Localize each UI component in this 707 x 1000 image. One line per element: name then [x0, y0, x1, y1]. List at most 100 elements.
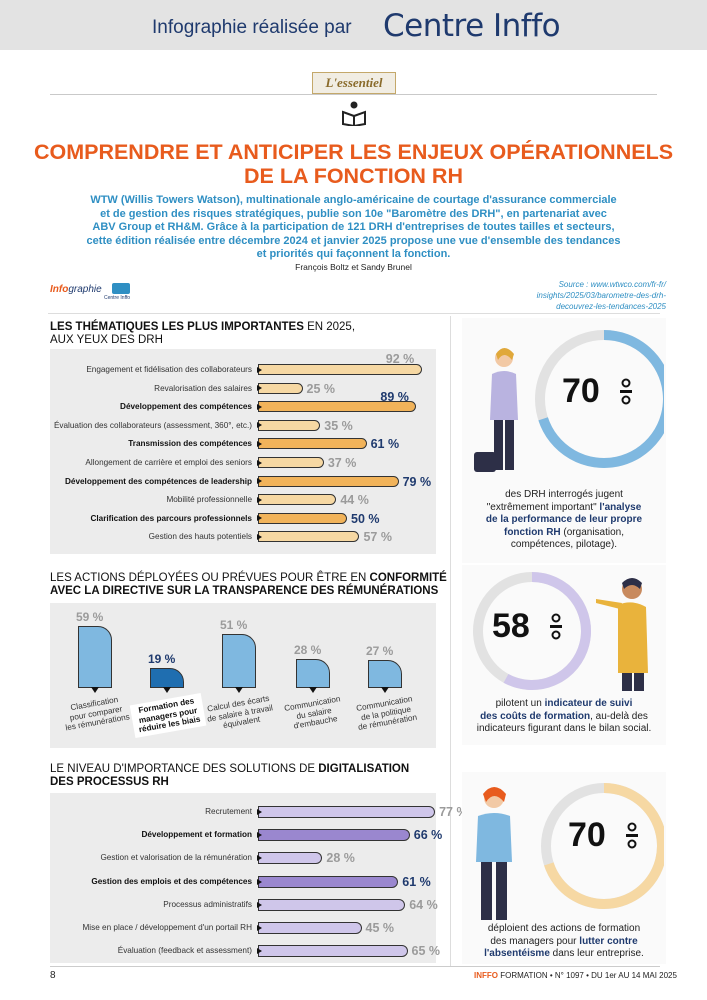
stat1-caption-box: des DRH interrogés jugent "extrêmement i… [462, 481, 666, 563]
bar [258, 531, 360, 543]
value-label: 44 % [340, 493, 369, 508]
stat3-line-bold: lutter contre [579, 935, 638, 947]
page-title: COMPRENDRE ET ANTICIPER LES ENJEUX OPÉRA… [20, 140, 687, 188]
chart3-plot: Recrutement 77 % Développement et formatio… [50, 793, 467, 963]
bar [258, 512, 347, 524]
intro-line: et de gestion des risques stratégiques, … [100, 207, 607, 220]
bar-arrow-icon [257, 515, 262, 522]
chart3-title: LE NIVEAU D'IMPORTANCE DES SOLUTIONS DE … [50, 763, 409, 789]
stat1-line-bold: l'analyse [599, 501, 642, 513]
chart1-title-bold: LES THÉMATIQUES LES PLUS IMPORTANTES [50, 321, 304, 333]
infographie-label-1: Info [50, 284, 69, 295]
value-label: 77 % [439, 805, 468, 819]
category-label: Communication de la politique de rémunérat… [348, 693, 424, 734]
chart2-plot: 59 % Classification pour comparer les rémun… [50, 603, 436, 748]
category-label: Mise en place / développement d'un porta… [82, 923, 252, 932]
centre-inffo-small-text: Centre Inffo [104, 295, 131, 301]
man-pointing-illustration [596, 578, 648, 691]
percent-sign-icon [620, 378, 632, 405]
bar-arrow-icon [257, 533, 262, 540]
category-label: Transmission des compétences [128, 439, 252, 449]
value-label: 65 % [411, 944, 441, 959]
bar-arrow-icon [257, 901, 262, 908]
source-line: insights/2025/03/barometre-des-drh- [536, 291, 666, 300]
value-label: 59 % [76, 610, 104, 625]
chart2-title-line2: AVEC LA DIRECTIVE SUR LA TRANSPARENCE DE… [50, 585, 439, 597]
bar [258, 419, 321, 431]
chart3-title-line1: LE NIVEAU D'IMPORTANCE DES SOLUTIONS DE [50, 763, 319, 775]
stat2-value: 58 [492, 607, 530, 645]
bar [258, 494, 337, 506]
chart1-title: LES THÉMATIQUES LES PLUS IMPORTANTES EN … [50, 321, 355, 347]
category-label: Développement et formation [141, 830, 252, 840]
woman-with-bag-illustration [474, 348, 518, 472]
centre-inffo-small-logo [112, 283, 130, 294]
value-label: 35 % [324, 418, 353, 433]
stat1-ring [535, 330, 664, 468]
value-label: 28 % [294, 642, 322, 657]
category-label: Évaluation (feedback et assessment) [117, 946, 252, 956]
category-label: Gestion et valorisation de la rémunérati… [100, 853, 252, 863]
bar [222, 634, 256, 688]
percent-sign-icon [626, 822, 638, 849]
bar-arrow-icon [257, 422, 262, 429]
bar [258, 945, 408, 958]
stat3-value: 70 [568, 816, 606, 854]
value-label: 51 % [220, 618, 248, 633]
bar-arrow-icon [257, 385, 262, 392]
bar [296, 658, 330, 688]
bar-arrow-icon [257, 403, 262, 410]
bar-arrow-icon [257, 366, 262, 373]
category-label: Recrutement [205, 807, 252, 816]
column-divider [450, 316, 451, 966]
category-label: Gestion des hauts potentiels [148, 532, 252, 542]
value-label: 57 % [363, 530, 392, 545]
top-banner: Infographie réalisée par Centre Inffo [0, 0, 707, 50]
publication-info: INFFO FORMATION • N° 1097 • DU 1er AU 14… [474, 971, 677, 980]
value-label: 28 % [326, 851, 355, 866]
stat3-ring [541, 783, 664, 909]
chart2-title-bold: CONFORMITÉ [369, 572, 447, 584]
category-label: Gestion des emplois et des compétences [91, 876, 252, 886]
stat1-line: compétences, pilotage). [510, 539, 618, 550]
bar [258, 898, 406, 911]
bar-arrow-icon [257, 832, 262, 839]
stat3-line: des managers pour [490, 935, 580, 947]
source-line: Source : www.wtwco.com/fr-fr/ [558, 280, 666, 289]
category-label: Processus administratifs [163, 899, 252, 909]
stat2-line: , au-delà des [590, 710, 648, 722]
value-label: 25 % [306, 381, 336, 396]
bar-arrow-icon [257, 440, 262, 447]
intro-paragraph: WTW (Willis Towers Watson), multinationa… [62, 194, 645, 262]
divider [50, 94, 657, 95]
chart2-title: LES ACTIONS DÉPLOYÉES OU PRÉVUES POUR ÊT… [50, 572, 447, 598]
bar [258, 475, 399, 487]
bar-arrow-icon [163, 687, 171, 693]
category-label: Clarification des parcours professionnel… [90, 513, 252, 523]
chart3-title-line2: DES PROCESSUS RH [50, 776, 169, 788]
value-label: 19 % [148, 652, 176, 667]
intro-line: et priorités qui façonnent la fonction. [256, 248, 451, 260]
bar-arrow-icon [257, 459, 262, 466]
brand-logo: Centre Inffo [383, 8, 561, 44]
title-line-1: COMPRENDRE ET ANTICIPER LES ENJEUX OPÉRA… [33, 140, 674, 164]
infographie-logo: Infographie [50, 284, 102, 295]
bar [258, 852, 323, 865]
chart3-title-bold: DIGITALISATION [318, 763, 410, 775]
stat3-line: dans leur entreprise. [549, 948, 644, 959]
bar [368, 659, 402, 688]
chart2-title-line1: LES ACTIONS DÉPLOYÉES OU PRÉVUES POUR ÊT… [50, 572, 370, 584]
divider [48, 313, 660, 314]
stat1-line: des DRH interrogés jugent [505, 489, 623, 500]
bar [258, 806, 436, 818]
chart1-panel [50, 349, 436, 554]
category-label: Engagement et fidélisation des collabora… [86, 365, 252, 374]
bar [258, 382, 303, 394]
value-label: 66 % [413, 828, 443, 843]
publication-name: INFFO [474, 971, 498, 980]
value-label: 61 % [402, 874, 431, 889]
stat2-line: indicateurs figurant dans le bilan socia… [476, 723, 652, 734]
stat1-line: (organisation, [560, 526, 625, 538]
bar [258, 438, 367, 450]
stat2-line: pilotent un [495, 698, 545, 709]
